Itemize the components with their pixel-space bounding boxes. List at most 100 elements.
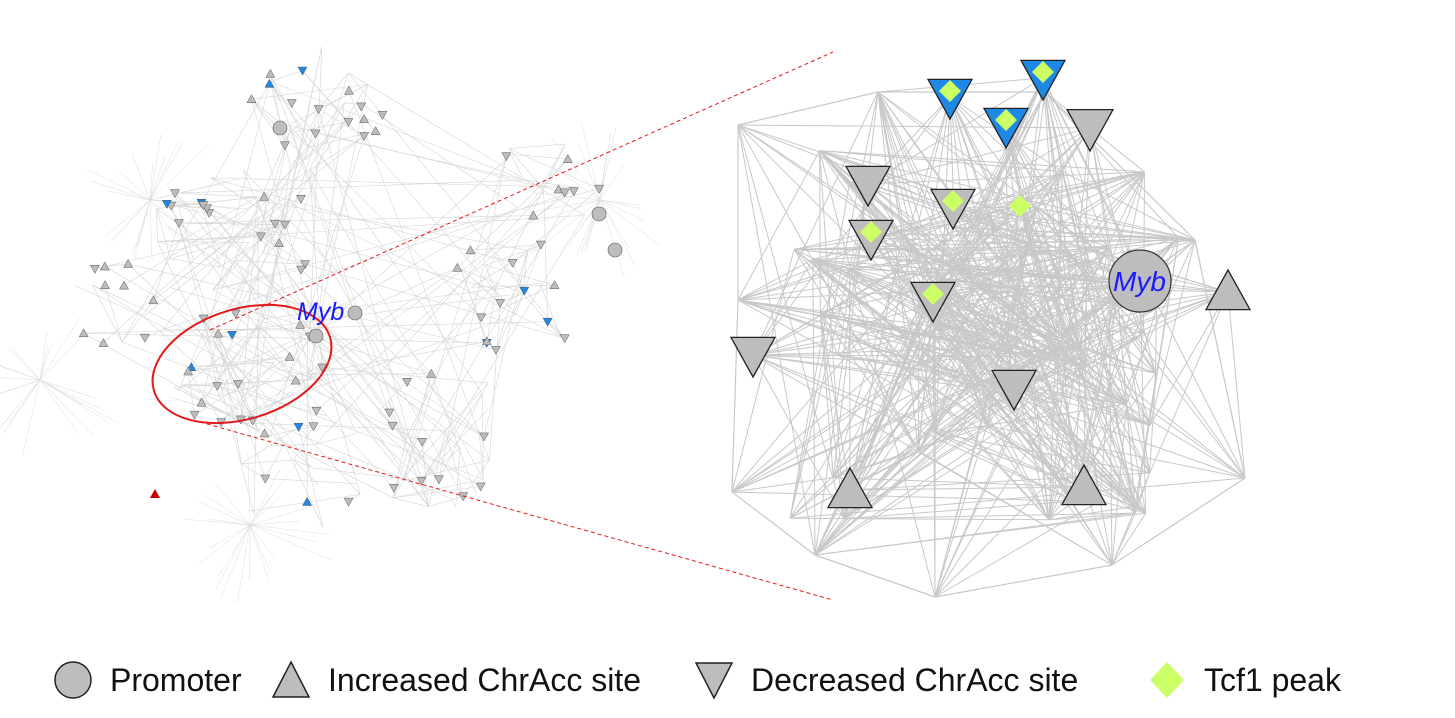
- edge: [947, 171, 1145, 264]
- edge: [184, 518, 251, 526]
- decreased-site-node-blue: [297, 66, 308, 76]
- edge: [508, 148, 542, 188]
- edge: [794, 246, 1109, 250]
- edge: [489, 302, 501, 461]
- edge: [219, 267, 458, 373]
- edge: [511, 154, 568, 160]
- edge: [267, 444, 316, 447]
- edge: [421, 407, 490, 482]
- edge: [168, 226, 490, 461]
- edge: [249, 524, 316, 543]
- edge: [249, 463, 297, 526]
- increased-site-node: [259, 428, 270, 438]
- increased-site-node: [196, 397, 207, 407]
- edge: [322, 367, 489, 384]
- edge: [445, 430, 464, 497]
- edge: [270, 81, 542, 188]
- edge: [731, 477, 834, 493]
- edge: [403, 373, 432, 482]
- edge: [249, 520, 301, 526]
- decreased-site-node: [1065, 108, 1115, 153]
- edge: [7, 347, 41, 381]
- edge: [599, 150, 608, 201]
- edge: [83, 321, 548, 334]
- edge: [348, 72, 565, 339]
- edge: [257, 200, 275, 250]
- edge: [178, 223, 255, 515]
- edge: [954, 226, 1080, 347]
- edge: [212, 269, 302, 291]
- edge: [92, 284, 144, 317]
- edge: [485, 265, 501, 304]
- decreased-site-node-blue: [161, 200, 172, 209]
- edge: [265, 478, 357, 484]
- edge: [428, 430, 446, 507]
- edge: [39, 379, 79, 434]
- decreased-site-node: [198, 201, 209, 211]
- edge: [952, 206, 1229, 293]
- decreased-site-node: [343, 117, 354, 127]
- edge: [231, 334, 312, 380]
- edge: [143, 316, 317, 412]
- edge: [205, 494, 251, 526]
- edge: [819, 150, 1042, 382]
- increased-site-node: [98, 338, 109, 347]
- edge: [918, 306, 1136, 507]
- decreased-site-node: [359, 132, 370, 142]
- increased-site-node: [302, 496, 313, 506]
- edge: [215, 524, 251, 590]
- edge: [832, 91, 879, 478]
- edge: [217, 385, 328, 417]
- edge: [789, 181, 851, 519]
- edge: [819, 150, 1136, 514]
- edge: [512, 262, 525, 291]
- edge: [249, 524, 270, 583]
- edge: [481, 284, 555, 318]
- legend-label-decreased: Decreased ChrAcc site: [751, 661, 1079, 698]
- increased-site-node: [528, 210, 539, 220]
- decreased-site-node: [286, 99, 297, 109]
- legend: Promoter Increased ChrAcc site Decreased…: [0, 645, 1455, 715]
- edge: [249, 524, 330, 535]
- edge: [428, 495, 464, 507]
- edge: [288, 108, 319, 134]
- edge: [1018, 259, 1088, 291]
- myb-promoter-node: [1108, 249, 1172, 313]
- legend-label-increased: Increased ChrAcc site: [328, 661, 642, 698]
- legend-promoter: Promoter: [52, 657, 242, 703]
- edge: [919, 77, 1044, 363]
- decreased-site-node: [535, 240, 546, 250]
- edge: [1065, 250, 1144, 334]
- edge: [918, 306, 1101, 502]
- edge: [918, 306, 1085, 368]
- decreased-site-node: [387, 421, 398, 431]
- edge: [149, 139, 180, 201]
- edge: [127, 263, 299, 428]
- decreased-site-node: [279, 141, 290, 151]
- increased-site-node: [344, 85, 354, 95]
- edge: [217, 524, 251, 578]
- increased-site-node: [370, 126, 381, 135]
- promoter-node: [347, 305, 363, 321]
- edge: [485, 265, 555, 286]
- edge: [170, 258, 220, 268]
- edge: [318, 72, 349, 110]
- edge: [257, 105, 327, 325]
- edge: [499, 292, 524, 304]
- edge: [918, 289, 1020, 452]
- edge: [837, 263, 949, 356]
- edge: [480, 143, 566, 318]
- increased-site-node: [562, 154, 573, 163]
- right-network-edges: [731, 77, 1246, 598]
- edge: [968, 345, 1080, 388]
- edge: [1005, 125, 1085, 488]
- edge: [237, 524, 251, 603]
- edge: [737, 171, 1145, 301]
- edge: [39, 379, 74, 416]
- edge: [315, 133, 525, 181]
- edge: [293, 459, 319, 486]
- decreased-site-node: [295, 194, 306, 204]
- edge: [1018, 290, 1050, 520]
- edge: [752, 354, 845, 519]
- increased-site-node: [274, 238, 285, 247]
